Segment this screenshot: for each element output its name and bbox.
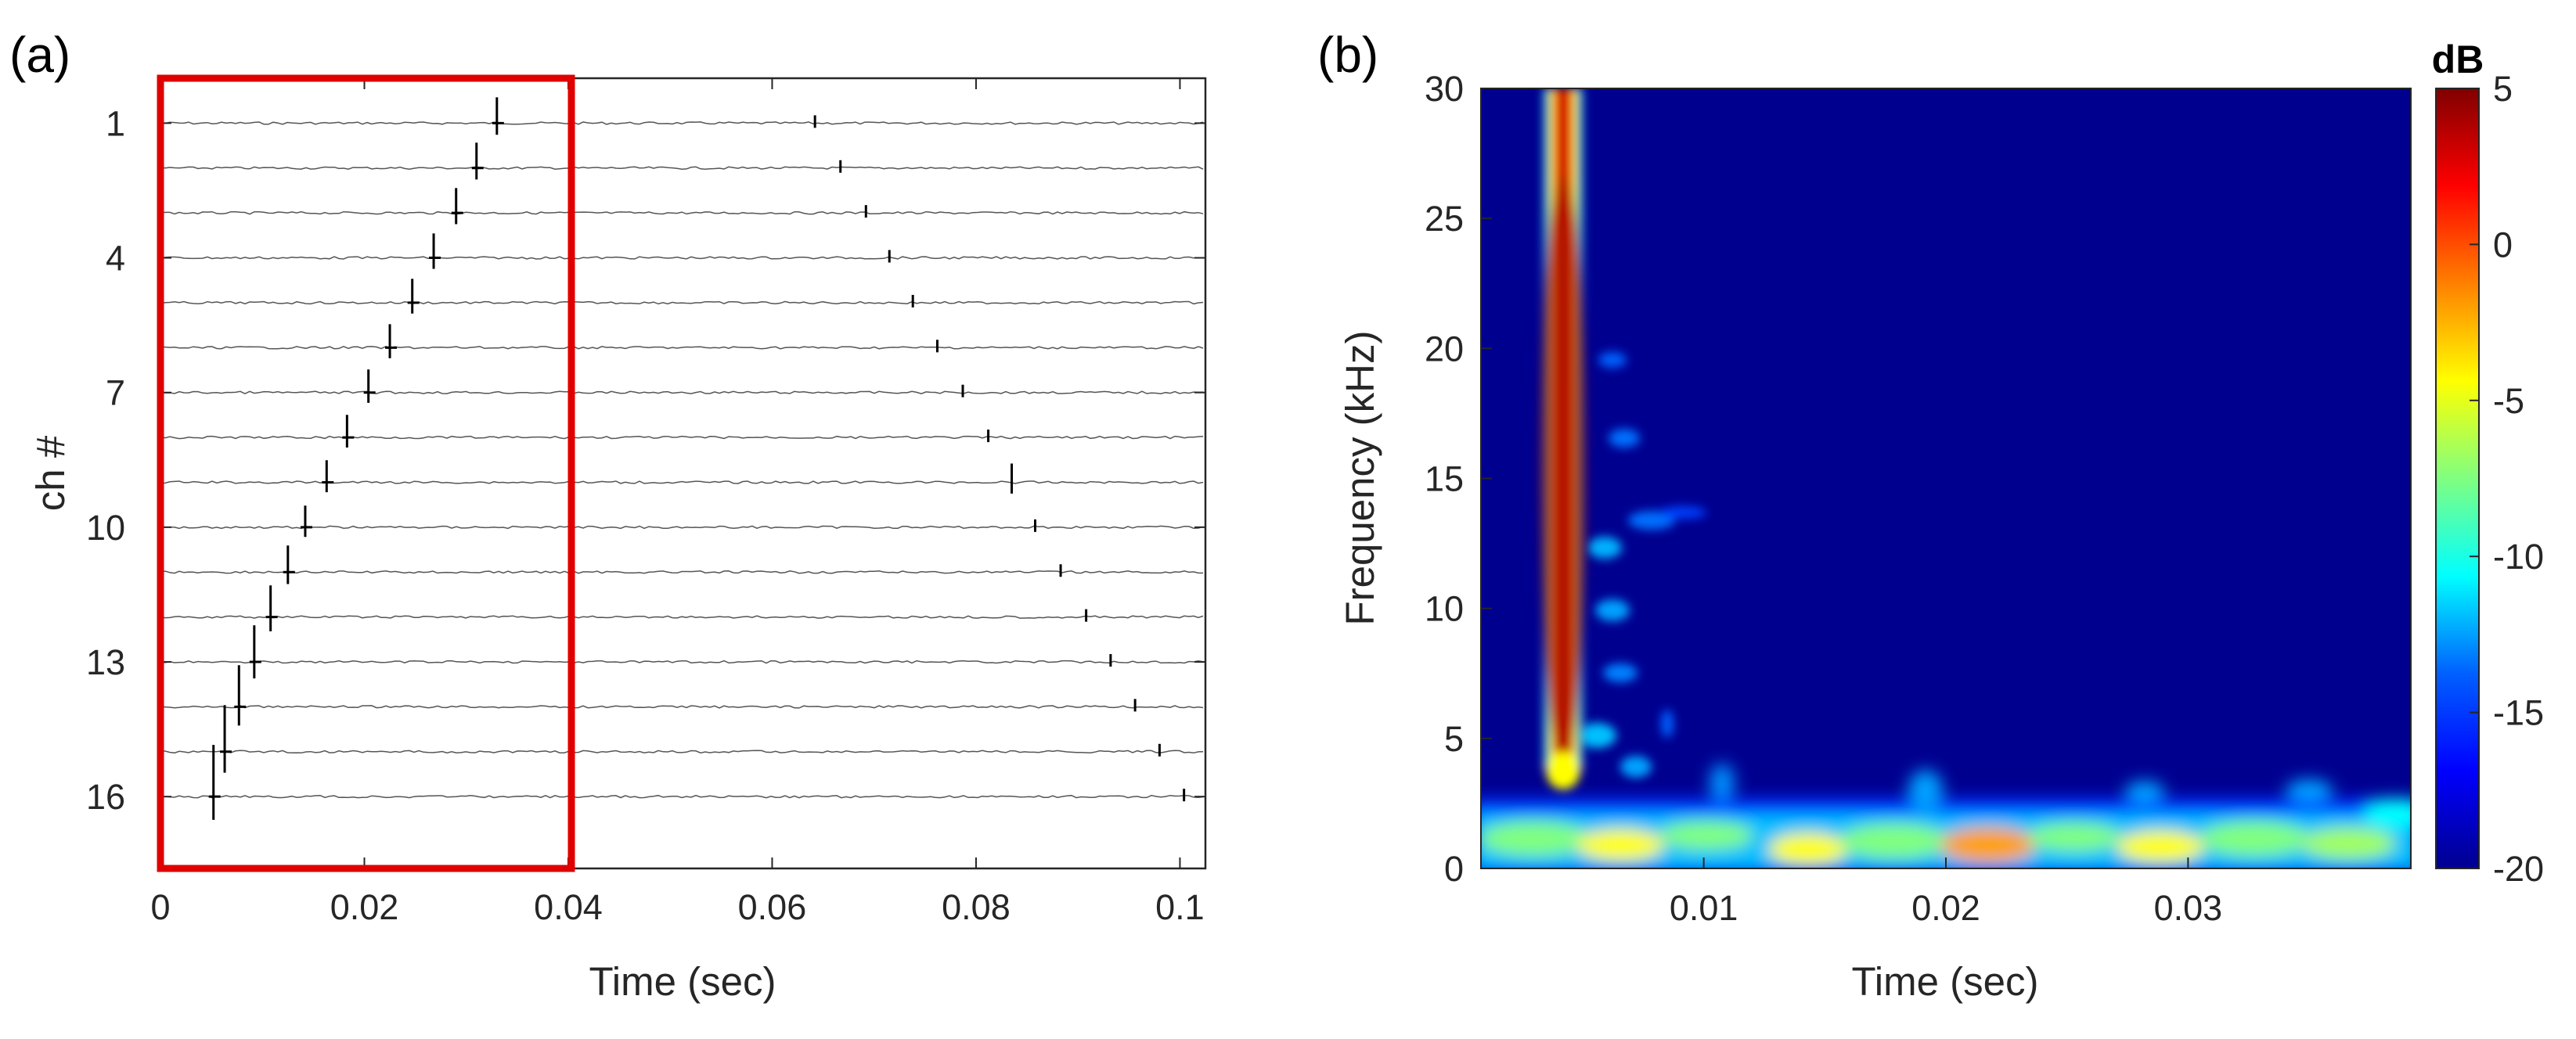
y-tick-label: 4: [106, 239, 125, 279]
x-tick-label: 0: [150, 887, 170, 927]
pulse-arrival: [492, 97, 504, 135]
x-tick-label: 0.03: [2154, 888, 2223, 928]
colorbar-tick-label: -20: [2493, 849, 2544, 889]
x-tick-label: 0.02: [330, 887, 399, 927]
y-tick-label: 7: [106, 373, 125, 413]
y-tick-label: 10: [1425, 589, 1464, 629]
colorbar: dB 5 0 -5 -10 -15 -20: [2432, 38, 2544, 889]
pulse-arrival: [342, 415, 355, 448]
channel-trace: [160, 390, 1204, 395]
pulse-arrival: [407, 279, 420, 314]
side-lobes: [1577, 352, 1706, 778]
panel-b: (b): [1317, 27, 2544, 1004]
x-tick-label: 0.01: [1670, 888, 1738, 928]
channel-trace: [160, 750, 1204, 754]
x-tick-label: 0.06: [738, 887, 807, 927]
channel-trace: [160, 525, 1204, 530]
panel-b-x-ticks: 0.01 0.02 0.03: [1670, 857, 2222, 928]
colorbar-tick-label: 0: [2493, 225, 2513, 264]
pulse-arrival: [300, 505, 312, 537]
channel-trace: [160, 121, 1204, 125]
pulse-arrival: [249, 625, 261, 679]
channel-trace: [160, 660, 1204, 664]
x-tick-label: 0.02: [1911, 888, 1980, 928]
x-tick-label: 0.04: [534, 887, 603, 927]
channel-trace: [160, 256, 1203, 260]
panel-b-y-axis-title: Frequency (kHz): [1338, 331, 1382, 626]
colorbar-gradient: [2435, 88, 2480, 869]
channel-trace: [160, 300, 1204, 305]
pulse-arrival: [322, 460, 334, 493]
panel-a-x-axis-title: Time (sec): [589, 959, 776, 1004]
panel-a-label: (a): [9, 27, 70, 83]
y-tick-label: 13: [86, 642, 125, 682]
low-frequency-band: [1481, 764, 2411, 868]
x-tick-label: 0.1: [1155, 887, 1205, 927]
y-tick-label: 10: [86, 508, 125, 548]
pulse-markers: [208, 97, 1186, 820]
pulse-arrival: [429, 233, 441, 269]
channel-traces: [160, 121, 1204, 799]
channel-trace: [160, 210, 1204, 215]
colorbar-tick-label: 5: [2493, 69, 2513, 109]
channel-trace: [160, 705, 1204, 709]
panel-b-x-axis-title: Time (sec): [1852, 959, 2039, 1004]
pulse-arrival: [220, 705, 232, 773]
y-tick-label: 16: [86, 777, 125, 817]
y-tick-label: 25: [1425, 199, 1464, 239]
panel-a-x-ticks: 0 0.02 0.04 0.06 0.08 0.1: [150, 78, 1205, 927]
panel-a-y-axis-title: ch #: [28, 435, 73, 511]
pulse-arrival: [471, 142, 484, 180]
panel-b-label: (b): [1317, 27, 1378, 83]
panel-b-y-ticks: 0 5 10 15 20 25 30: [1425, 69, 1492, 889]
spectrogram-image: [1481, 88, 2411, 868]
pulse-arrival: [451, 188, 463, 225]
colorbar-tick-label: -10: [2493, 537, 2544, 577]
colorbar-ticks: 5 0 -5 -10 -15 -20: [2470, 69, 2544, 889]
highlight-box: [157, 74, 575, 872]
pulse-arrival: [265, 585, 278, 631]
panel-a-axes-box: [159, 77, 1207, 870]
y-tick-label: 30: [1425, 69, 1464, 109]
channel-trace: [160, 345, 1204, 350]
pulse-arrival: [283, 545, 295, 584]
y-tick-label: 20: [1425, 329, 1464, 369]
y-tick-label: 1: [106, 103, 125, 143]
pulse-arrival: [208, 745, 221, 820]
channel-trace: [160, 570, 1203, 574]
colorbar-tick-label: -5: [2493, 381, 2524, 421]
colorbar-title: dB: [2432, 38, 2484, 81]
channel-trace: [160, 166, 1204, 171]
channel-trace: [160, 615, 1204, 619]
pulse-arrival: [385, 324, 398, 358]
y-tick-label: 15: [1425, 459, 1464, 499]
y-tick-label: 0: [1444, 849, 1464, 889]
channel-trace: [160, 435, 1204, 440]
spectrogram-background: [1481, 88, 2411, 868]
pulse-arrival: [363, 369, 376, 403]
pulse-arrival: [234, 665, 247, 726]
y-tick-label: 5: [1444, 719, 1464, 759]
pulse-band: [1540, 88, 1587, 789]
colorbar-tick-label: -15: [2493, 693, 2544, 733]
channel-trace: [160, 794, 1204, 799]
panel-a: (a) 0 0.02 0.04 0.06 0.08 0.1 1 4 7 10 13 16 Time …: [9, 27, 1207, 1004]
x-tick-label: 0.08: [942, 887, 1011, 927]
